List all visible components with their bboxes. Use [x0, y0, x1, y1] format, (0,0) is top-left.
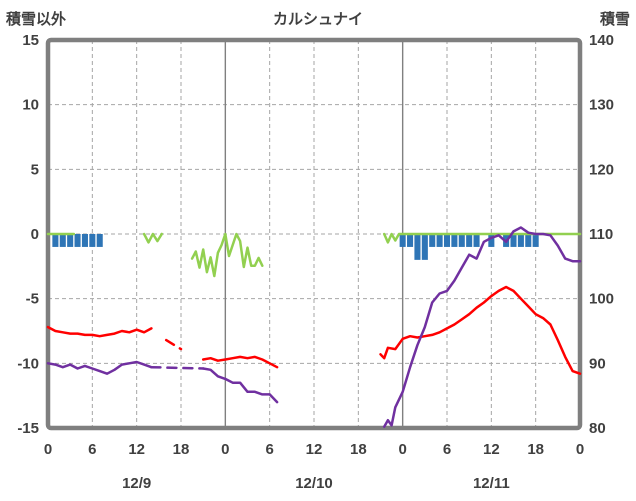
purple-line-segment — [382, 226, 582, 428]
x-axis-tick-label: 6 — [88, 441, 96, 458]
date-label: 12/9 — [122, 475, 151, 492]
snowfall-bar — [429, 234, 436, 247]
left-axis-title: 積雪以外 — [6, 11, 67, 28]
left-axis-tick-label: 15 — [22, 32, 39, 49]
date-label: 12/11 — [473, 475, 510, 492]
snowfall-bar — [451, 234, 458, 247]
snowfall-bar — [510, 234, 517, 247]
right-axis-tick-label: 110 — [589, 226, 613, 243]
left-axis-tick-label: 0 — [31, 226, 39, 243]
snowfall-bar — [67, 234, 74, 247]
x-axis-tick-label: 12 — [483, 441, 500, 458]
x-axis-tick-label: 0 — [44, 441, 52, 458]
x-axis-tick-label: 0 — [221, 441, 229, 458]
left-axis-tick-label: 5 — [31, 161, 39, 178]
x-axis-tick-label: 12 — [128, 441, 145, 458]
x-axis-tick-label: 18 — [350, 441, 367, 458]
purple-line-dashed-segment — [150, 365, 205, 370]
purple-line-segment — [46, 360, 153, 375]
x-axis-tick-label: 6 — [265, 441, 273, 458]
x-axis-tick-label: 0 — [576, 441, 584, 458]
right-axis-tick-label: 90 — [589, 355, 606, 372]
x-axis-tick-label: 12 — [306, 441, 323, 458]
left-axis-tick-label: 10 — [22, 97, 39, 114]
snowfall-bar — [473, 234, 480, 247]
purple-line-segment — [201, 367, 279, 404]
snowfall-bar — [436, 234, 443, 247]
snowfall-bar — [532, 234, 539, 247]
snowfall-bar — [59, 234, 66, 247]
right-axis-title: 積雪 — [599, 11, 630, 28]
right-axis-tick-label: 100 — [589, 291, 614, 308]
snowfall-bar — [421, 234, 428, 260]
snowfall-bar — [399, 234, 406, 247]
green-line-segment — [382, 232, 582, 244]
left-axis-tick-label: -5 — [26, 291, 39, 308]
date-label: 12/10 — [295, 475, 333, 492]
snowfall-bar — [89, 234, 96, 247]
snowfall-bar — [517, 234, 524, 247]
left-axis-tick-label: -15 — [17, 420, 39, 437]
green-line-segment — [142, 232, 164, 244]
snowfall-bar — [74, 234, 81, 247]
right-axis-tick-label: 80 — [589, 420, 606, 437]
red-line-dashed-segment — [164, 338, 183, 351]
x-axis-tick-label: 6 — [443, 441, 451, 458]
red-line-segment — [201, 355, 279, 369]
red-line-segment — [46, 325, 153, 338]
snowfall-bar — [458, 234, 465, 247]
left-axis-tick-label: -10 — [17, 355, 39, 372]
right-axis-tick-label: 120 — [589, 161, 614, 178]
snowfall-bar — [466, 234, 473, 247]
snowfall-bar — [414, 234, 421, 260]
snowfall-bar — [52, 234, 59, 247]
x-axis-tick-label: 18 — [173, 441, 190, 458]
right-axis-tick-label: 140 — [589, 32, 614, 49]
snowfall-bar — [488, 234, 495, 247]
snowfall-bar — [81, 234, 88, 247]
right-axis-tick-label: 130 — [589, 97, 614, 114]
snowfall-bar — [443, 234, 451, 247]
snowfall-bar — [407, 234, 414, 247]
x-axis-tick-label: 0 — [398, 441, 406, 458]
red-line-segment — [379, 285, 582, 375]
x-axis-tick-label: 18 — [527, 441, 544, 458]
snowfall-bar — [96, 234, 103, 247]
green-line-segment — [190, 232, 264, 278]
snowfall-bar — [525, 234, 532, 247]
